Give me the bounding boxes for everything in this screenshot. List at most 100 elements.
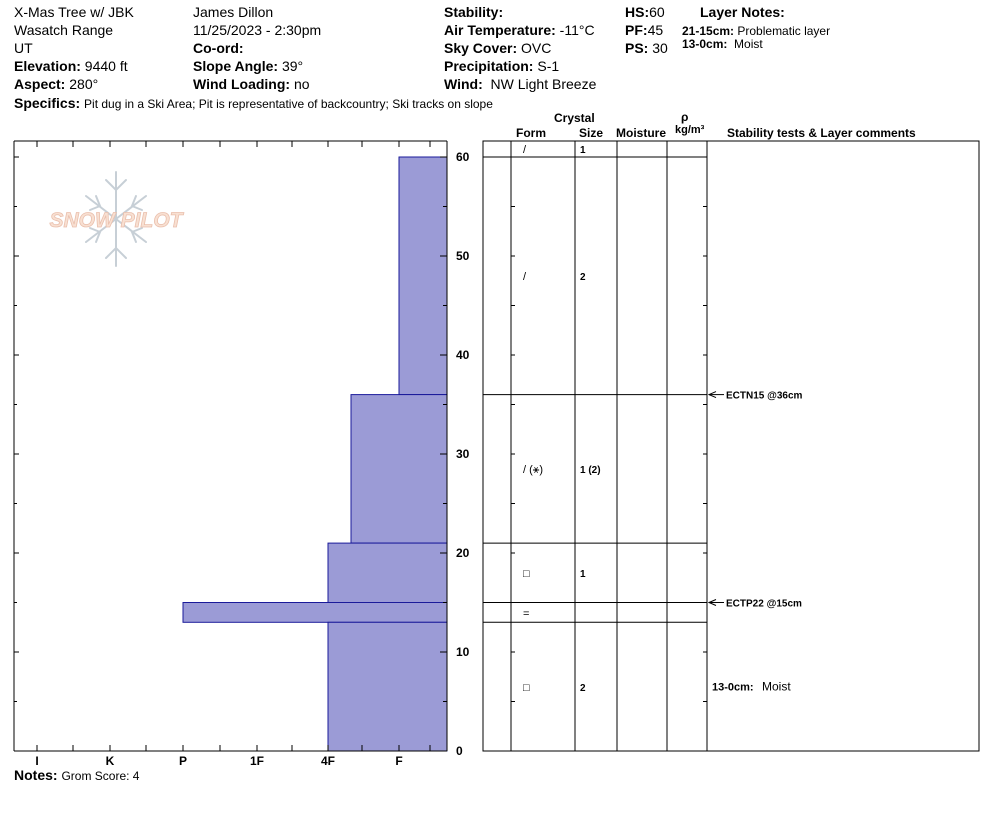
density-unit: kg/m³: [675, 124, 705, 136]
state: UT: [14, 40, 33, 56]
wind-loading-label: Wind Loading:: [193, 76, 291, 92]
aspect-row: Aspect: 280°: [14, 75, 98, 93]
layer-note-text: Problematic layer: [737, 24, 831, 38]
profile-table: / 1 / 2 / (⚹) 1 (2) □ 1 = □ 2 ECTN15 @36cm ECTP22 @1…: [482, 140, 980, 752]
wind-label: Wind:: [444, 76, 483, 92]
hs-label: HS:: [625, 4, 650, 20]
hardness-bar: [398, 156, 448, 396]
air-temp-label: Air Temperature:: [444, 22, 556, 38]
moisture-header: Moisture: [616, 126, 667, 140]
crystal-size: 1: [580, 145, 586, 156]
snowpilot-logo: SNOW PILOT: [49, 171, 185, 267]
crystal-form: /: [523, 144, 527, 156]
stability-test: ECTP22 @15cm: [726, 599, 802, 610]
arrow-head: [707, 599, 717, 606]
coord-label: Co-ord:: [193, 40, 244, 56]
elevation-row: Elevation: 9440 ft: [14, 57, 128, 75]
crystal-form: /: [523, 271, 527, 283]
crystal-size: 2: [580, 272, 586, 283]
layer-notes-title: Layer Notes:: [700, 4, 785, 20]
hardness-bar: [327, 542, 448, 603]
table-border: [482, 140, 980, 752]
ps-value: 30: [652, 40, 668, 56]
form-header: Form: [516, 126, 546, 140]
hardness-label: P: [179, 754, 187, 768]
wind-loading-row: Wind Loading: no: [193, 75, 310, 93]
depth-label: 60: [456, 150, 470, 164]
hardness-bars: [182, 156, 448, 752]
hardness-label: I: [35, 754, 38, 768]
aspect-value: 280°: [69, 76, 99, 92]
slope-value: 39°: [281, 58, 304, 74]
crystal-size: 1: [580, 569, 586, 580]
mountain-range: Wasatch Range: [14, 22, 114, 38]
density-symbol: ρ: [681, 110, 689, 124]
wind-row: Wind: NW Light Breeze: [444, 75, 596, 93]
specifics-text: Pit dug in a Ski Area; Pit is representa…: [84, 97, 493, 111]
hs-value: 60: [649, 4, 665, 20]
sky-row: Sky Cover: OVC: [444, 39, 551, 57]
depth-label: 30: [456, 447, 470, 461]
hardness-label: K: [106, 754, 115, 768]
air-temp-row: Air Temperature: -11°C: [444, 21, 595, 39]
notes-label: Notes:: [14, 767, 58, 783]
stability-label: Stability:: [444, 4, 504, 20]
slope-row: Slope Angle: 39°: [193, 57, 303, 75]
hs-row: HS:60: [625, 3, 665, 21]
layer-note-text: Moist: [734, 37, 763, 51]
crystal-form: / (⚹): [523, 464, 543, 476]
crystal-form: =: [523, 608, 529, 620]
layer-comment-text: Moist: [762, 680, 791, 694]
date-time: 11/25/2023 - 2:30pm: [193, 22, 322, 38]
pf-row: PF:45: [625, 21, 663, 39]
hardness-bar: [350, 394, 448, 544]
sky-value: OVC: [521, 40, 552, 56]
layer-comment-label: 13-0cm:: [712, 682, 754, 694]
depth-label: 40: [456, 348, 470, 362]
ps-label: PS:: [625, 40, 649, 56]
layer-note-range: 21-15cm:: [682, 24, 735, 38]
hardness-label: 1F: [250, 754, 264, 768]
elevation-value: 9440 ft: [84, 58, 128, 74]
layer-note: 21-15cm: Problematic layer: [682, 24, 830, 38]
air-temp-value: -11°C: [559, 22, 595, 38]
slope-label: Slope Angle:: [193, 58, 279, 74]
hardness-bar: [327, 621, 448, 752]
specifics-row: Specifics: Pit dug in a Ski Area; Pit is…: [14, 94, 493, 112]
chart-frame: 0 10 20 30 40 50 60 I K P 1F 4F F: [13, 140, 470, 768]
size-header: Size: [579, 126, 604, 140]
notes-row: Notes: Grom Score: 4: [14, 766, 139, 784]
pit-name: X-Mas Tree w/ JBK: [14, 4, 134, 20]
wind-value: NW Light Breeze: [490, 76, 597, 92]
crystal-form: □: [523, 682, 530, 694]
crystal-header: Crystal: [554, 111, 595, 125]
elevation-label: Elevation:: [14, 58, 81, 74]
precip-value: S-1: [537, 58, 560, 74]
crystal-size: 1 (2): [580, 465, 601, 476]
pf-label: PF:: [625, 22, 648, 38]
hardness-bar: [182, 602, 448, 623]
depth-label: 0: [456, 744, 463, 758]
layer-note-range: 13-0cm:: [682, 37, 728, 51]
observer: James Dillon: [193, 4, 274, 20]
hardness-label: F: [395, 754, 402, 768]
hardness-label: 4F: [321, 754, 335, 768]
precip-row: Precipitation: S-1: [444, 57, 559, 75]
stability-comments-header: Stability tests & Layer comments: [727, 126, 916, 140]
specifics-label: Specifics:: [14, 95, 81, 111]
ps-row: PS: 30: [625, 39, 668, 57]
depth-label: 50: [456, 249, 470, 263]
sky-label: Sky Cover:: [444, 40, 518, 56]
depth-label: 20: [456, 546, 470, 560]
crystal-form: □: [523, 568, 530, 580]
arrow-head: [707, 391, 717, 399]
depth-label: 10: [456, 645, 470, 659]
logo-text: SNOW PILOT: [50, 209, 185, 232]
pf-value: 45: [647, 22, 664, 38]
layer-note: 13-0cm: Moist: [682, 37, 763, 51]
notes-text: Grom Score: 4: [61, 769, 140, 783]
crystal-size: 2: [580, 683, 586, 694]
aspect-label: Aspect:: [14, 76, 66, 92]
stability-test: ECTN15 @36cm: [726, 391, 803, 402]
